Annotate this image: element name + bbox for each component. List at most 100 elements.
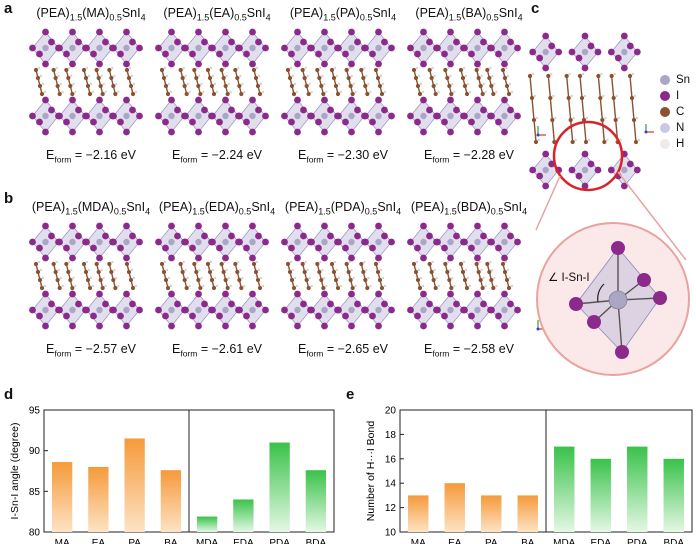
i-atom bbox=[474, 128, 481, 136]
crystal-structure-image bbox=[155, 28, 269, 136]
i-atom bbox=[123, 254, 130, 262]
h-atom bbox=[431, 260, 434, 264]
crystal-structure-image bbox=[281, 222, 395, 330]
h-atom bbox=[225, 268, 228, 272]
c-atom bbox=[128, 277, 134, 283]
i-atom bbox=[495, 244, 502, 252]
x-tick-label: MA bbox=[55, 538, 70, 544]
i-atom bbox=[529, 166, 537, 174]
i-atom bbox=[288, 312, 295, 320]
c-atom bbox=[415, 83, 421, 89]
organic-chain bbox=[629, 75, 637, 143]
c-atom bbox=[321, 91, 326, 97]
h-atom bbox=[637, 138, 641, 142]
sn-atom bbox=[123, 44, 130, 52]
sn-atom bbox=[542, 48, 549, 56]
sn-atom bbox=[321, 112, 328, 120]
bar bbox=[51, 462, 73, 532]
h-atom bbox=[325, 284, 328, 288]
sn-atom bbox=[420, 306, 427, 314]
h-atom bbox=[484, 90, 487, 94]
i-atom bbox=[480, 232, 487, 240]
h-atom bbox=[321, 268, 324, 272]
c-atom bbox=[83, 269, 89, 275]
organic-chain bbox=[65, 69, 74, 95]
i-atom bbox=[381, 38, 388, 46]
bar bbox=[196, 516, 218, 532]
sn-atom bbox=[42, 44, 49, 52]
sn-atom bbox=[69, 238, 76, 246]
h-atom bbox=[184, 74, 187, 78]
h-atom bbox=[74, 284, 77, 288]
formation-energy-label: Eform = −2.30 eV bbox=[298, 147, 388, 165]
sn-atom bbox=[222, 306, 229, 314]
sn-atom bbox=[123, 112, 130, 120]
i-atom bbox=[201, 232, 208, 240]
h-atom bbox=[227, 276, 230, 280]
i-atom bbox=[117, 244, 124, 252]
h-atom bbox=[417, 74, 421, 78]
sn-atom bbox=[348, 44, 355, 52]
sn-atom bbox=[249, 306, 256, 314]
h-atom bbox=[453, 90, 456, 94]
c-atom bbox=[445, 269, 450, 275]
organic-chain bbox=[83, 263, 91, 289]
i-atom bbox=[182, 238, 189, 246]
h-atom bbox=[261, 90, 265, 94]
i-atom bbox=[620, 64, 628, 72]
i-atom bbox=[29, 44, 36, 52]
i-atom bbox=[75, 106, 82, 114]
i-atom bbox=[529, 48, 537, 56]
i-atom bbox=[83, 306, 90, 314]
h-atom bbox=[200, 276, 203, 280]
h-atom bbox=[132, 276, 136, 280]
h-atom bbox=[337, 276, 341, 280]
c-atom bbox=[55, 277, 60, 283]
i-atom bbox=[168, 322, 175, 330]
bar bbox=[554, 446, 575, 532]
organic-chain bbox=[287, 69, 295, 95]
h-atom bbox=[167, 82, 171, 86]
i-atom bbox=[327, 300, 334, 308]
c-atom bbox=[480, 91, 485, 97]
organic-chain bbox=[375, 69, 383, 95]
sn-atom bbox=[249, 44, 256, 52]
i-atom bbox=[255, 106, 262, 114]
organic-chain bbox=[83, 69, 91, 95]
i-atom bbox=[174, 38, 181, 46]
i-atom bbox=[327, 106, 334, 114]
formation-energy-label: Eform = −2.16 eV bbox=[46, 147, 136, 165]
h-atom bbox=[255, 260, 259, 264]
i-atom bbox=[222, 222, 229, 230]
h-atom bbox=[243, 284, 246, 288]
c-atom bbox=[550, 117, 555, 123]
sn-atom bbox=[195, 44, 202, 52]
x-tick-label: MA bbox=[411, 538, 426, 544]
b-structure: (PEA)1.5(BDA)0.5SnI4 Eform = −2.58 eV bbox=[394, 200, 546, 358]
structure-c-image bbox=[527, 32, 654, 190]
c-atom bbox=[458, 67, 464, 73]
legend-swatch bbox=[660, 75, 670, 85]
i-atom bbox=[607, 48, 615, 56]
c-atom bbox=[344, 67, 349, 73]
h-atom bbox=[478, 260, 481, 264]
i-atom bbox=[321, 322, 328, 330]
i-atom bbox=[129, 38, 136, 46]
i-atom bbox=[426, 232, 433, 240]
i-atom bbox=[447, 290, 454, 298]
i-atom bbox=[123, 222, 130, 230]
c-atom bbox=[415, 277, 421, 283]
c-atom bbox=[235, 269, 240, 275]
c-atom bbox=[613, 117, 618, 123]
h-atom bbox=[134, 284, 138, 288]
panel-letter-b: b bbox=[4, 190, 14, 207]
c-atom bbox=[583, 139, 589, 145]
i-atom bbox=[168, 222, 175, 230]
legend-item: H bbox=[660, 136, 690, 152]
h-atom bbox=[531, 72, 535, 76]
organic-chain bbox=[579, 75, 587, 143]
h-atom bbox=[533, 94, 537, 98]
i-atom bbox=[426, 38, 433, 46]
c-atom bbox=[431, 277, 436, 283]
i-atom bbox=[189, 50, 196, 58]
